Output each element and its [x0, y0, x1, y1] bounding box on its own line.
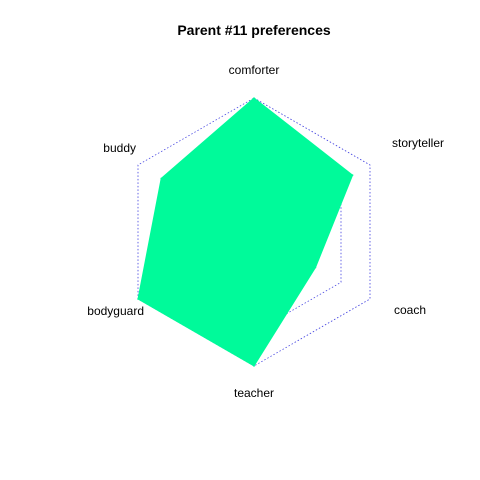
data-point-coach	[314, 266, 317, 269]
axis-label-coach: coach	[394, 303, 426, 317]
axis-label-teacher: teacher	[234, 386, 274, 400]
label-layer: comforter storyteller coach teacher bodyguar…	[87, 63, 444, 400]
axis-label-storyteller: storyteller	[392, 136, 444, 150]
axis-label-buddy: buddy	[103, 141, 136, 155]
grid-ring-4	[137, 97, 371, 367]
data-area	[137, 97, 354, 367]
data-layer	[137, 97, 354, 367]
data-point-storyteller	[351, 174, 354, 176]
data-point-buddy	[160, 177, 162, 180]
chart-title: Parent #11 preferences	[177, 22, 331, 38]
data-point-bodyguard	[137, 298, 139, 300]
axis-label-comforter: comforter	[229, 63, 280, 77]
data-point-comforter	[253, 97, 255, 99]
axis-label-bodyguard: bodyguard	[87, 304, 144, 318]
data-point-teacher	[253, 365, 255, 367]
